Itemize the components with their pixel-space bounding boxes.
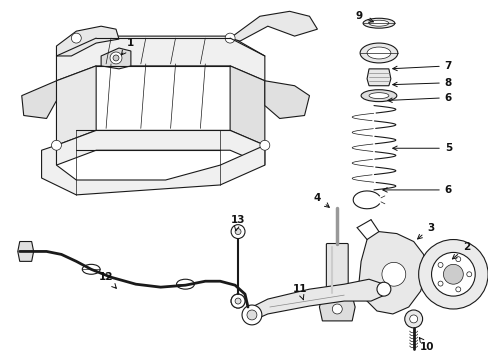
Ellipse shape: [363, 18, 395, 28]
Circle shape: [260, 140, 270, 150]
Circle shape: [438, 262, 443, 267]
Polygon shape: [42, 145, 265, 195]
Text: 12: 12: [99, 272, 116, 288]
Circle shape: [231, 225, 245, 239]
Circle shape: [456, 287, 461, 292]
Polygon shape: [101, 48, 131, 69]
Circle shape: [235, 229, 241, 235]
Circle shape: [231, 294, 245, 308]
Polygon shape: [56, 130, 265, 165]
Text: 13: 13: [231, 215, 245, 231]
Text: 9: 9: [356, 11, 373, 22]
Text: 7: 7: [393, 61, 452, 71]
Circle shape: [72, 33, 81, 43]
Circle shape: [443, 264, 464, 284]
Ellipse shape: [360, 43, 398, 63]
Text: 4: 4: [314, 193, 329, 207]
Text: 2: 2: [452, 243, 470, 259]
Circle shape: [456, 257, 461, 262]
Polygon shape: [56, 26, 119, 56]
Polygon shape: [265, 81, 310, 118]
Polygon shape: [230, 11, 318, 41]
Circle shape: [377, 282, 391, 296]
Polygon shape: [319, 296, 355, 321]
Polygon shape: [56, 36, 265, 81]
Circle shape: [113, 55, 119, 61]
Circle shape: [110, 52, 122, 64]
Circle shape: [242, 305, 262, 325]
Text: 6: 6: [383, 185, 452, 195]
Polygon shape: [230, 66, 265, 145]
Text: 5: 5: [393, 143, 452, 153]
Circle shape: [418, 239, 488, 309]
Text: 6: 6: [388, 93, 452, 103]
Circle shape: [467, 272, 472, 277]
Ellipse shape: [367, 47, 391, 59]
Circle shape: [405, 310, 422, 328]
Polygon shape: [18, 242, 34, 261]
Polygon shape: [359, 231, 427, 314]
Polygon shape: [367, 69, 391, 86]
Ellipse shape: [369, 20, 389, 26]
Text: 3: 3: [417, 222, 434, 239]
Ellipse shape: [361, 90, 397, 102]
Circle shape: [410, 315, 417, 323]
FancyBboxPatch shape: [326, 243, 348, 297]
Ellipse shape: [369, 93, 389, 99]
Text: 1: 1: [122, 38, 135, 55]
Circle shape: [332, 304, 342, 314]
Circle shape: [225, 33, 235, 43]
Text: 10: 10: [419, 338, 434, 352]
Circle shape: [51, 140, 61, 150]
Circle shape: [247, 310, 257, 320]
Circle shape: [438, 281, 443, 286]
Text: 11: 11: [293, 284, 307, 300]
Circle shape: [432, 252, 475, 296]
Circle shape: [235, 298, 241, 304]
Polygon shape: [56, 66, 96, 145]
Polygon shape: [248, 279, 387, 321]
Circle shape: [382, 262, 406, 286]
Polygon shape: [22, 81, 56, 118]
Text: 8: 8: [393, 78, 452, 88]
